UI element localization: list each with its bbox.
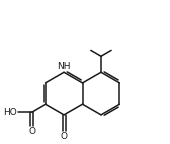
Text: NH: NH xyxy=(57,62,71,71)
Text: O: O xyxy=(61,132,67,141)
Text: O: O xyxy=(28,127,35,136)
Text: HO: HO xyxy=(3,108,17,117)
